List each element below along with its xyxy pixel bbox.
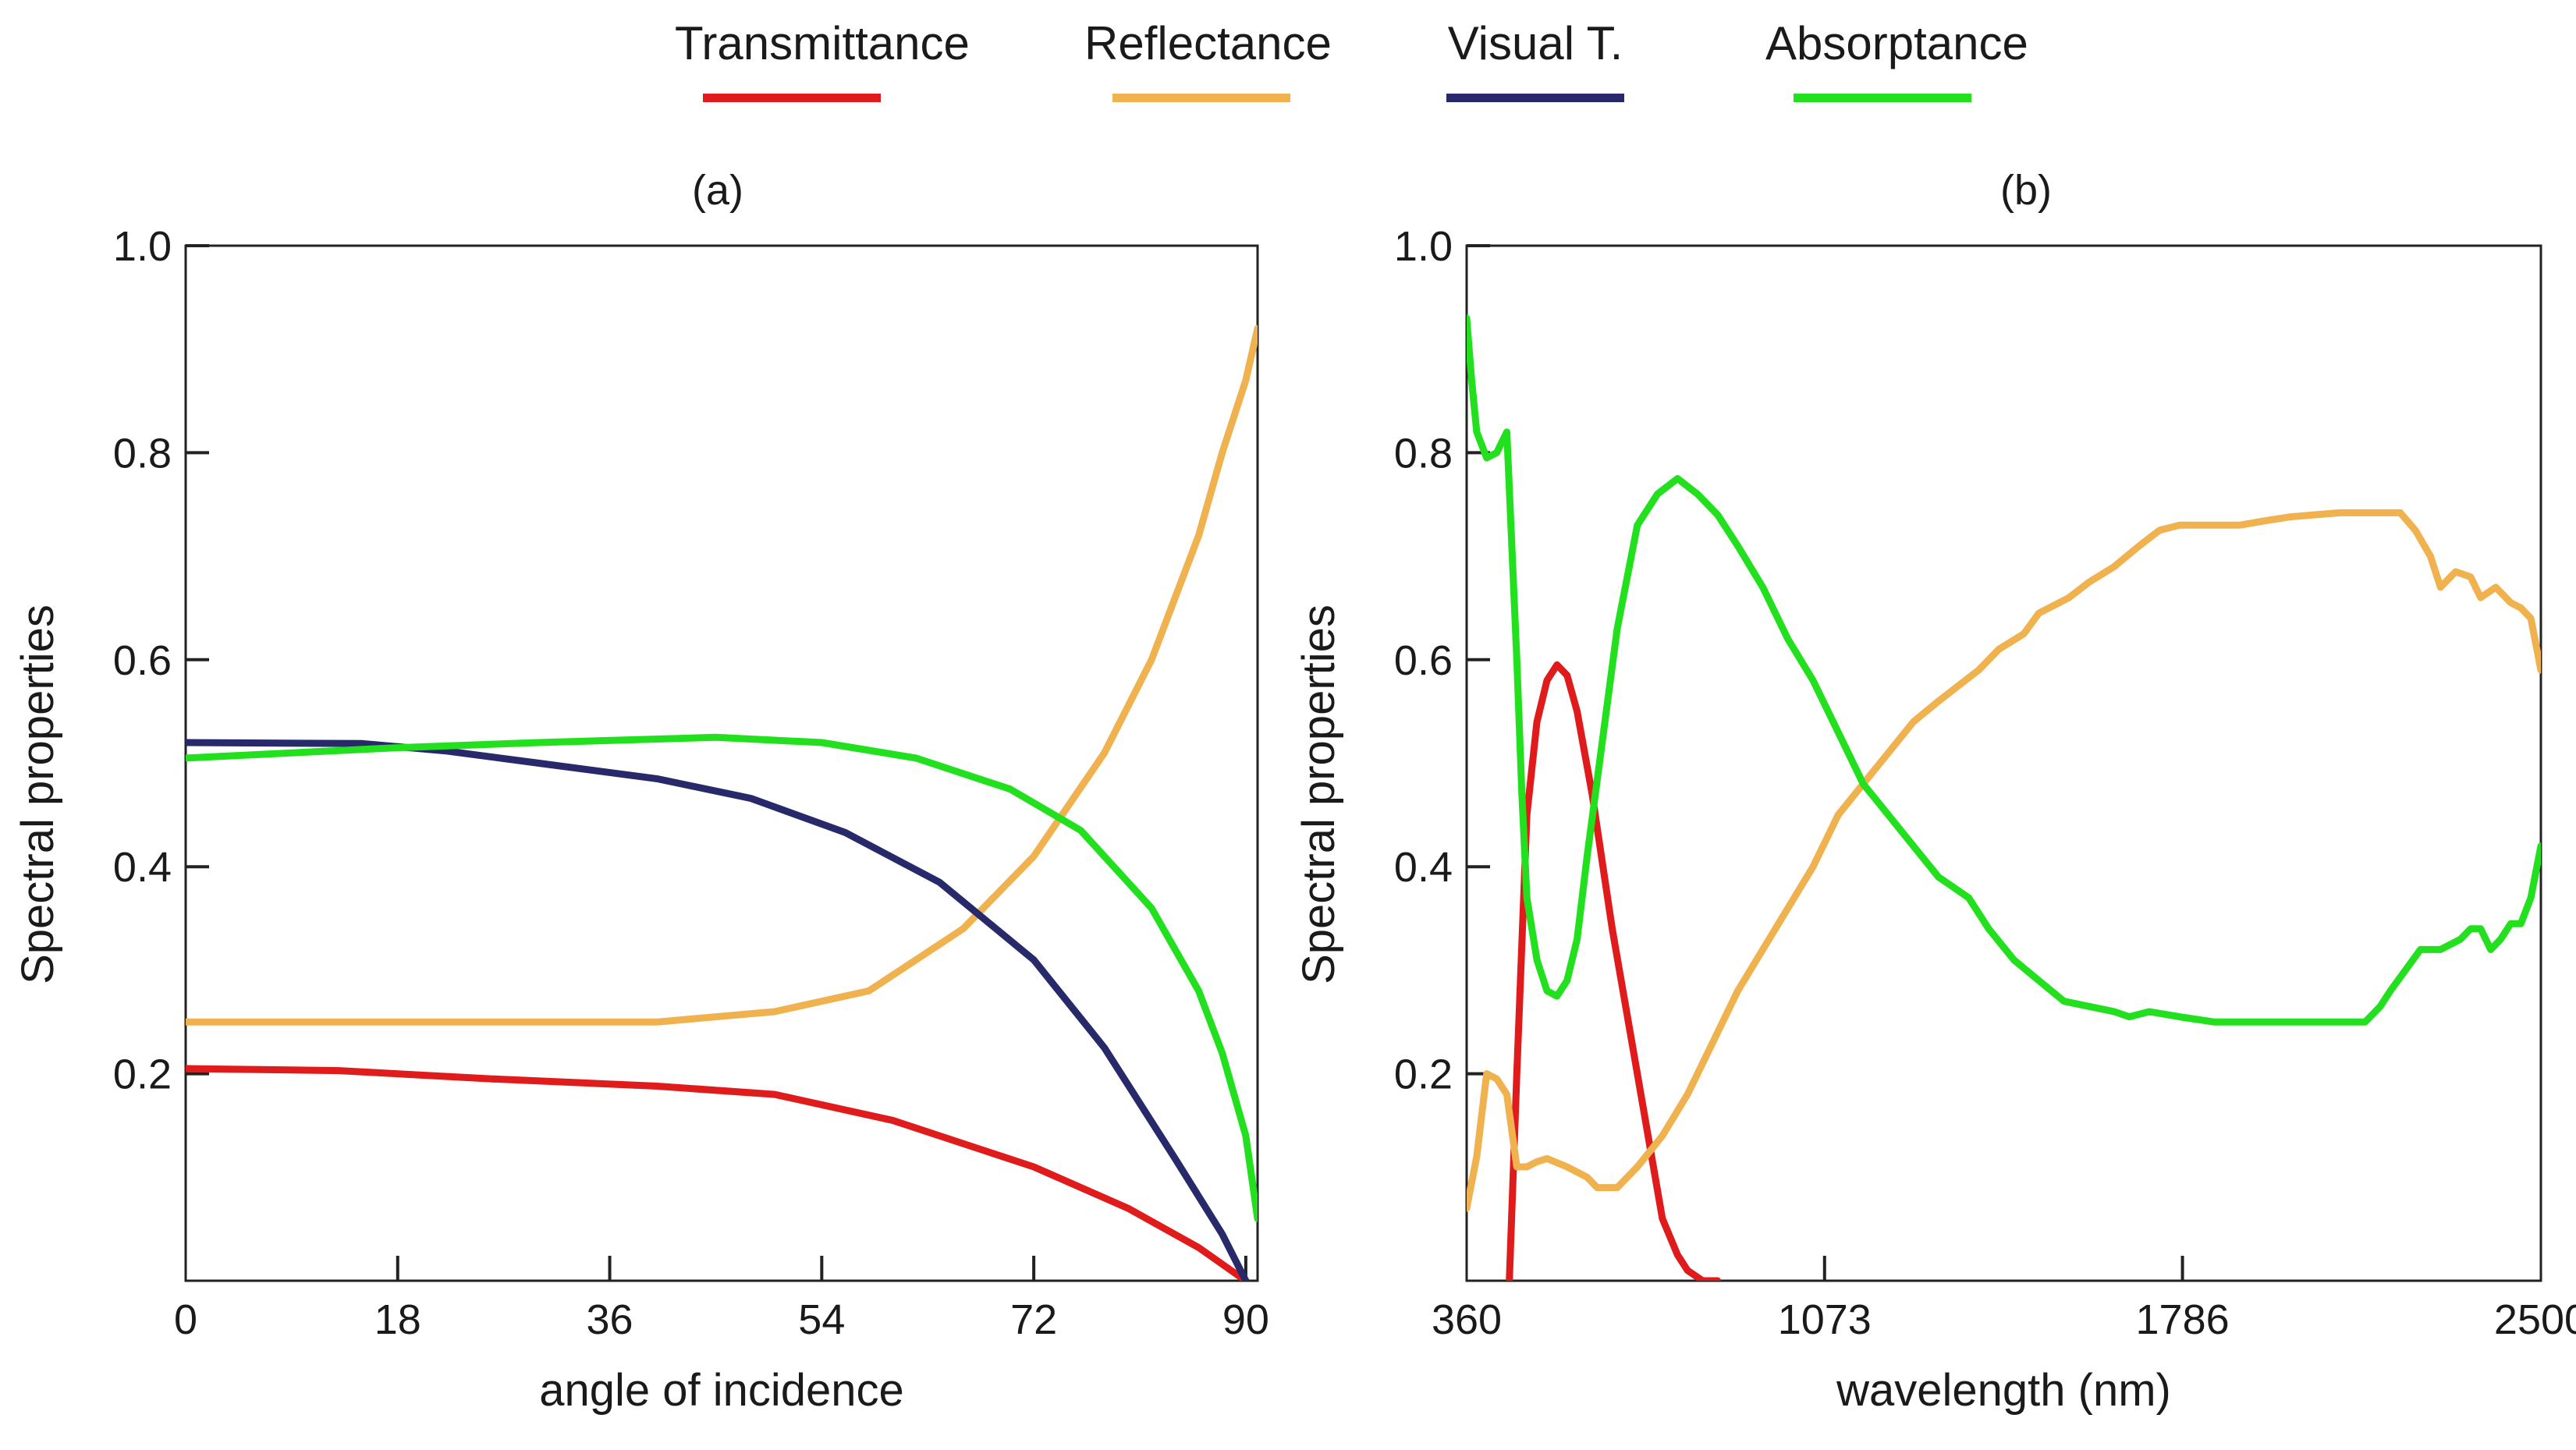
legend-swatch xyxy=(1794,94,1971,102)
y-axis-title: Spectral properties xyxy=(12,604,63,984)
series-line-transmittance xyxy=(1506,661,1722,1281)
x-tick-label: 360 xyxy=(1432,1296,1502,1343)
y-tick-label: 0.8 xyxy=(113,430,172,477)
x-tick-label: 2500 xyxy=(2494,1296,2576,1343)
x-tick-label: 54 xyxy=(798,1296,845,1343)
y-tick-label: 0.4 xyxy=(1394,844,1453,891)
y-tick-label: 1.0 xyxy=(113,223,172,270)
legend-swatch xyxy=(1112,94,1290,102)
legend-item-absorptance: Absorptance xyxy=(1765,14,2028,102)
x-tick-label: 36 xyxy=(587,1296,633,1343)
x-axis-title: wavelength (nm) xyxy=(1836,1365,2171,1416)
series-line-reflectance xyxy=(186,324,1258,1026)
x-tick-label: 1073 xyxy=(1778,1296,1872,1343)
legend-swatch xyxy=(703,94,881,102)
plot-frame xyxy=(1465,244,2542,1282)
series-line-absorptance xyxy=(1467,314,2541,1026)
series-line-transmittance xyxy=(186,1065,1250,1281)
y-tick-label: 0.4 xyxy=(113,844,172,891)
x-axis-title: angle of incidence xyxy=(539,1365,904,1416)
panel-label: (b) xyxy=(2000,167,2052,214)
x-tick-label: 18 xyxy=(374,1296,421,1343)
x-tick-label: 90 xyxy=(1222,1296,1269,1343)
y-tick-label: 1.0 xyxy=(1394,223,1453,270)
legend: Transmittance Reflectance Visual T. Absorpt… xyxy=(0,0,2576,133)
y-tick-label: 0.6 xyxy=(113,637,172,684)
panel-b: (b) 0.2 0.4 0.6 0.8 1.0 360 1073 1786 2500 wavelen… xyxy=(1293,167,2576,1416)
y-tick-label: 0.6 xyxy=(1394,637,1453,684)
y-tick-label: 0.2 xyxy=(113,1051,172,1098)
series-line-absorptance xyxy=(186,733,1258,1222)
y-axis-title: Spectral properties xyxy=(1293,604,1344,984)
plot-frame xyxy=(184,244,1259,1282)
series-line-reflectance xyxy=(1467,509,2541,1212)
legend-item-reflectance: Reflectance xyxy=(1084,14,1332,102)
legend-label: Visual T. xyxy=(1447,17,1623,69)
panel-a: (a) 0.2 0.4 0.6 0.8 1.0 0 18 36 54 72 90 angle of in… xyxy=(12,167,1269,1416)
legend-label: Reflectance xyxy=(1084,17,1332,69)
x-tick-label: 72 xyxy=(1010,1296,1057,1343)
series-line-visual-t xyxy=(186,739,1250,1281)
legend-item-visual-t: Visual T. xyxy=(1418,14,1652,102)
legend-label: Absorptance xyxy=(1765,17,2028,69)
y-tick-label: 0.2 xyxy=(1394,1051,1453,1098)
y-tick-label: 0.8 xyxy=(1394,430,1453,477)
x-tick-label: 0 xyxy=(174,1296,197,1343)
x-tick-label: 1786 xyxy=(2136,1296,2230,1343)
legend-swatch xyxy=(1446,94,1624,102)
panel-label: (a) xyxy=(692,167,743,214)
